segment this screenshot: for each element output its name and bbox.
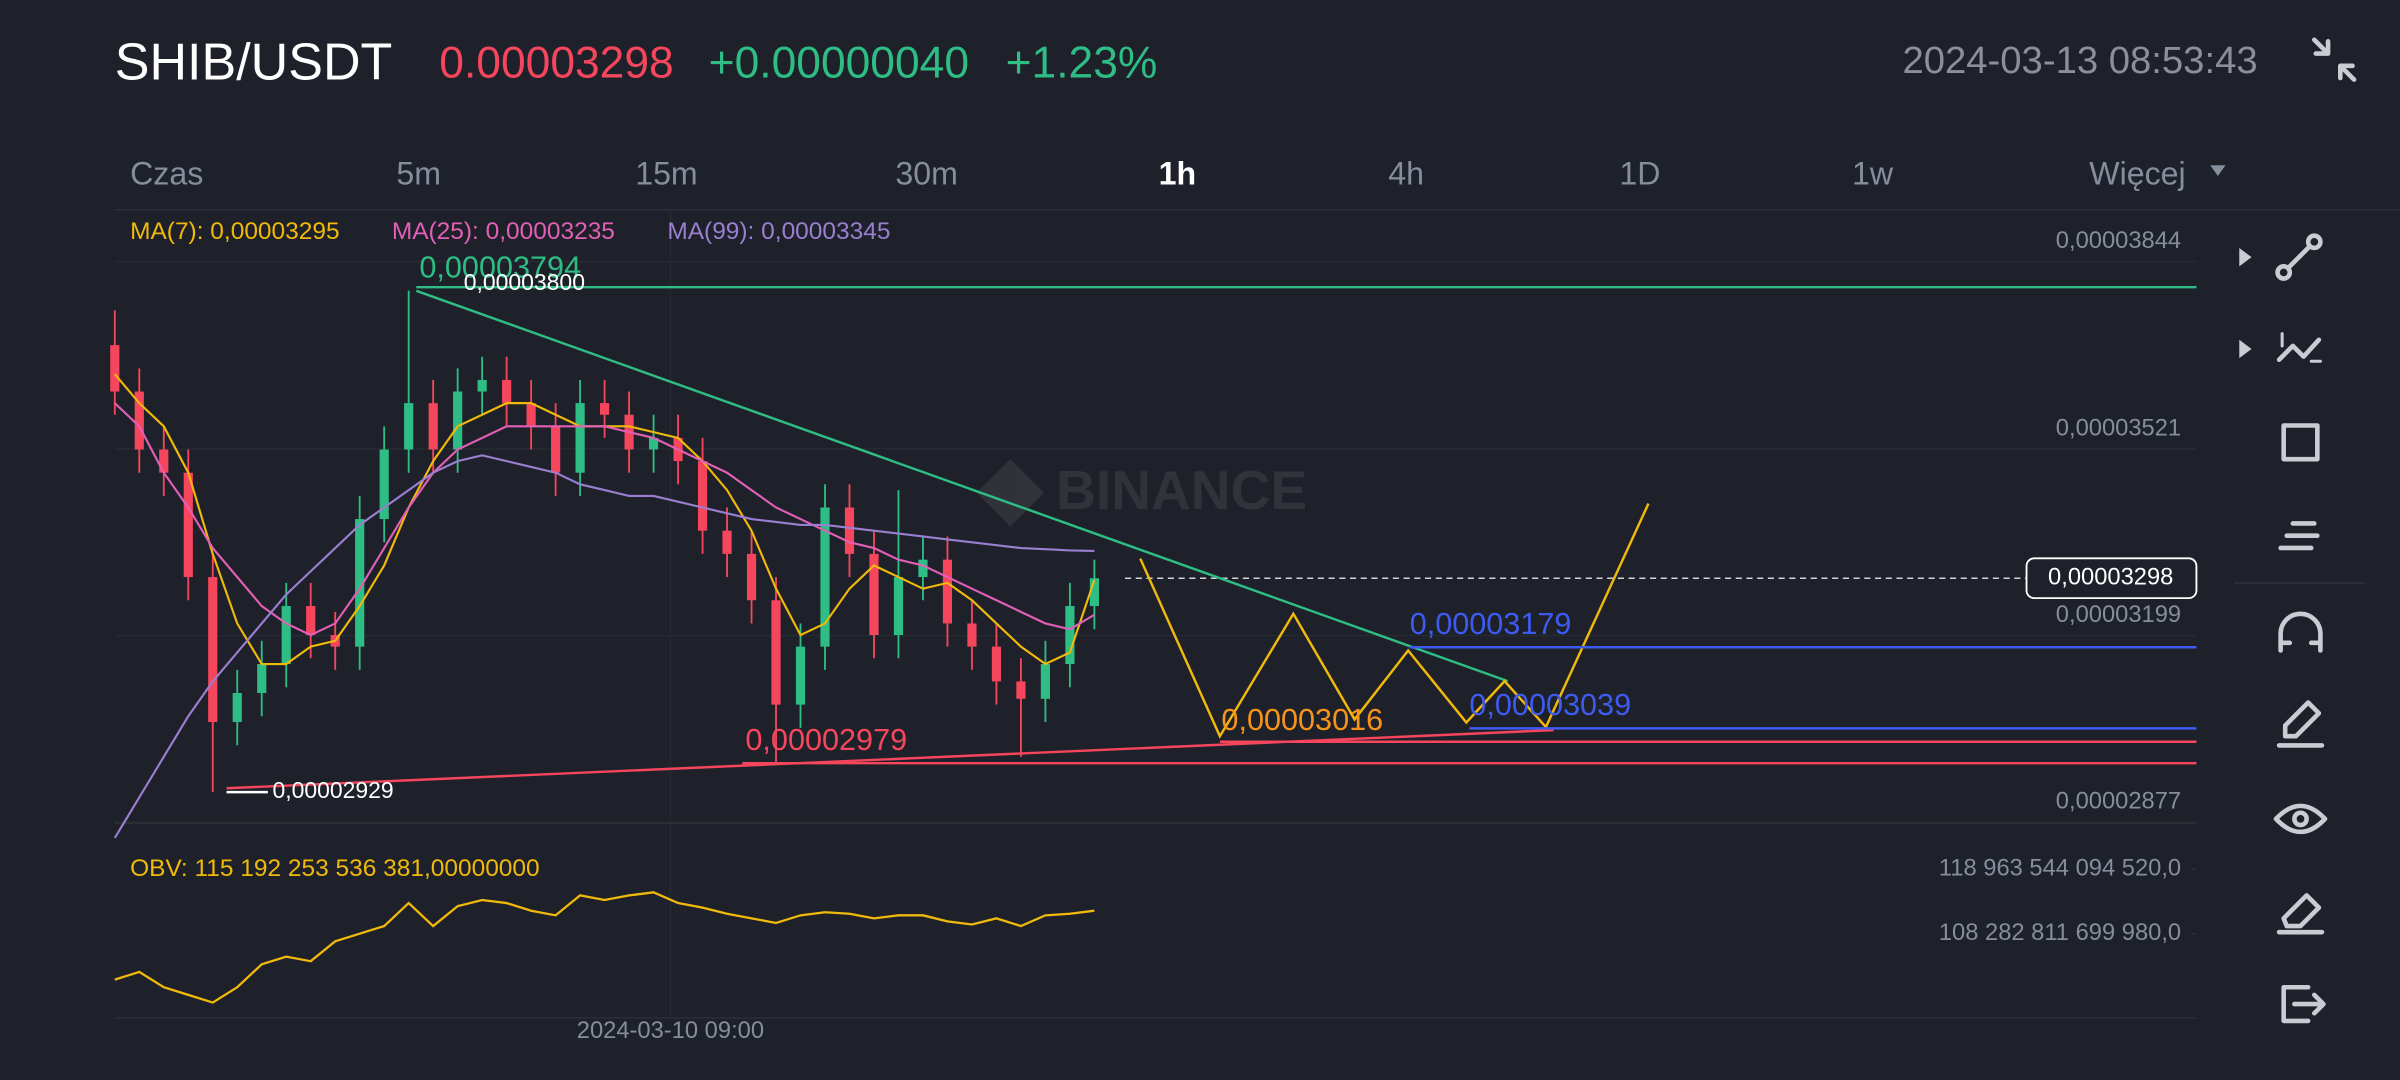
candle-body bbox=[918, 559, 928, 578]
candle-body bbox=[502, 379, 512, 404]
candle-body bbox=[746, 553, 757, 601]
price-level-label: 0,00003016 bbox=[1221, 703, 1383, 737]
candle-body bbox=[134, 391, 144, 450]
candle-body bbox=[575, 403, 585, 473]
shape-tool[interactable] bbox=[2281, 423, 2320, 462]
candle-body bbox=[820, 507, 830, 647]
y-tick-label: 0,00003199 bbox=[2056, 602, 2181, 628]
toolbar bbox=[2234, 233, 2365, 1024]
price-level-label: 0,00003039 bbox=[1469, 688, 1631, 722]
candle-body bbox=[844, 507, 855, 554]
watermark-text: BINANCE bbox=[1056, 459, 1307, 521]
candle-body bbox=[208, 577, 218, 723]
price-pane: 0,00003844 0,00003521 0,00003199 0,00002877… bbox=[110, 211, 2198, 1044]
dropdown-arrow[interactable] bbox=[2210, 165, 2226, 177]
pair[interactable]: SHIB/USDT bbox=[115, 34, 393, 92]
candle-body bbox=[453, 391, 463, 450]
ma-legend: MA(99): 0,00003345 bbox=[667, 218, 890, 245]
price-level-label: 0,00002979 bbox=[745, 723, 907, 757]
trend-line[interactable] bbox=[415, 289, 1509, 683]
candle-body bbox=[771, 600, 781, 705]
line-tool[interactable] bbox=[2275, 233, 2323, 281]
y-tick-label: 108 282 811 699 980,0 bbox=[1939, 920, 2181, 946]
tab[interactable]: Czas bbox=[130, 156, 203, 192]
candle-body bbox=[257, 664, 267, 694]
y-tick-label: 0,00003521 bbox=[2056, 415, 2181, 441]
candle-body bbox=[355, 519, 365, 647]
candle-body bbox=[942, 559, 953, 624]
exit-tool[interactable] bbox=[2281, 984, 2326, 1024]
y-tick-label: 0,00002877 bbox=[2056, 789, 2181, 815]
price-level-label: 0,00003179 bbox=[1410, 607, 1572, 641]
price-level-label: 0,00003800 bbox=[464, 269, 585, 295]
ma-legend: MA(7): 0,00003295 bbox=[130, 218, 339, 245]
candle-body bbox=[1065, 606, 1075, 665]
obv-pane: OBV: 115 192 253 536 381,00000000 118 963… bbox=[114, 855, 2197, 1004]
tab[interactable]: 15m bbox=[635, 156, 698, 192]
tabs: Czas 5m 15m 30m 1h 4h 1D 1w Więcej bbox=[130, 156, 2226, 192]
candle-body bbox=[551, 426, 561, 473]
change-pct: +1.23% bbox=[1006, 39, 1158, 88]
tab[interactable]: 4h bbox=[1388, 156, 1424, 192]
candle-body bbox=[110, 345, 120, 392]
magnet-tool[interactable] bbox=[2278, 611, 2323, 653]
candle-body bbox=[477, 379, 487, 392]
expand-arrow[interactable] bbox=[2239, 339, 2252, 359]
candle-body bbox=[1089, 578, 1099, 607]
current-price-label: 0,00003298 bbox=[2048, 564, 2173, 590]
current-price-box bbox=[2025, 557, 2198, 600]
obv-line bbox=[114, 891, 1095, 1004]
ma-legend: MA(25): 0,00003235 bbox=[392, 218, 615, 245]
obv-legend: OBV: 115 192 253 536 381,00000000 bbox=[130, 855, 540, 882]
candle-body bbox=[526, 403, 536, 427]
tab[interactable]: 1w bbox=[1852, 156, 1894, 192]
change: +0.00000040 bbox=[709, 39, 969, 88]
ma-line bbox=[114, 402, 1095, 637]
candle-body bbox=[697, 461, 708, 531]
candle-body bbox=[159, 449, 169, 473]
tab[interactable]: 5m bbox=[396, 156, 441, 192]
collapse-icon[interactable] bbox=[2311, 37, 2357, 82]
datetime: 2024-03-13 08:53:43 bbox=[1902, 39, 2257, 82]
candle-body bbox=[183, 472, 193, 578]
candle-body bbox=[1016, 681, 1026, 699]
candle-body bbox=[379, 449, 389, 520]
tab[interactable]: Więcej bbox=[2089, 156, 2185, 192]
candle-body bbox=[600, 403, 610, 415]
candle-body bbox=[991, 646, 1002, 682]
candle-body bbox=[428, 403, 438, 450]
tab[interactable]: 1D bbox=[1619, 156, 1660, 192]
candle-body bbox=[404, 403, 414, 450]
candle-body bbox=[306, 606, 316, 636]
candle-body bbox=[648, 437, 659, 450]
y-tick-label: 118 963 544 094 520,0 bbox=[1939, 856, 2181, 882]
price-level-label: 0,00002929 bbox=[272, 777, 393, 803]
tab[interactable]: 30m bbox=[895, 156, 958, 192]
projection-path[interactable] bbox=[1139, 503, 1650, 739]
candle-body bbox=[232, 693, 242, 723]
candle-body bbox=[281, 606, 291, 665]
fib-tool[interactable] bbox=[2278, 521, 2320, 551]
candle-body bbox=[893, 577, 904, 636]
x-tick-label: 2024-03-10 09:00 bbox=[577, 1018, 764, 1044]
tab[interactable]: 1h bbox=[1159, 156, 1197, 192]
price-level-label: 0,00003794 bbox=[419, 250, 581, 284]
candle-body bbox=[869, 553, 879, 636]
y-tick-label: 0,00003844 bbox=[2056, 228, 2181, 254]
trend-line[interactable] bbox=[226, 728, 1554, 790]
price: 0.00003298 bbox=[439, 39, 673, 88]
visibility-tool[interactable] bbox=[2273, 803, 2328, 835]
candle-body bbox=[1040, 664, 1050, 699]
candle-body bbox=[967, 623, 977, 647]
erase-tool[interactable] bbox=[2276, 893, 2325, 935]
candle-body bbox=[795, 646, 806, 705]
candle-body bbox=[722, 530, 732, 554]
expand-arrow[interactable] bbox=[2239, 247, 2252, 267]
pen-tool[interactable] bbox=[2276, 700, 2325, 748]
ma-line bbox=[113, 454, 1095, 839]
wave-tool[interactable] bbox=[2276, 332, 2322, 363]
